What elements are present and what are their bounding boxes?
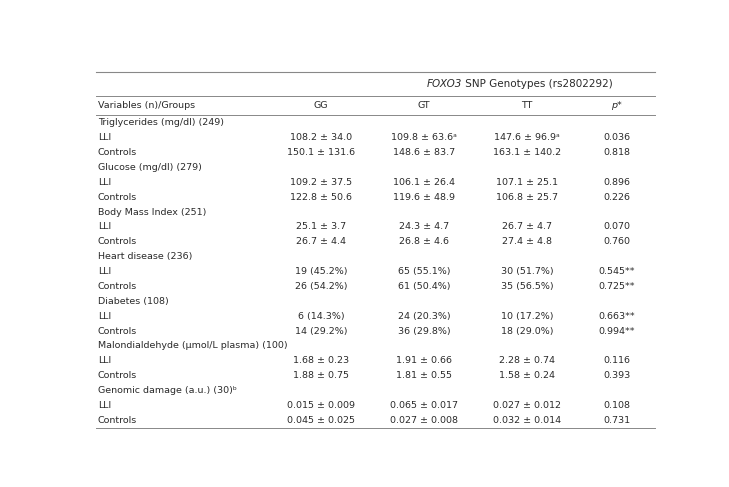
Text: 147.6 ± 96.9ᵃ: 147.6 ± 96.9ᵃ — [494, 133, 560, 142]
Text: 106.8 ± 25.7: 106.8 ± 25.7 — [496, 193, 558, 202]
Text: Heart disease (236): Heart disease (236) — [98, 252, 192, 261]
Text: 1.81 ± 0.55: 1.81 ± 0.55 — [396, 371, 452, 380]
Text: LLI: LLI — [98, 312, 111, 321]
Text: LLI: LLI — [98, 356, 111, 365]
Text: 0.036: 0.036 — [603, 133, 631, 142]
Text: LLI: LLI — [98, 401, 111, 410]
Text: SNP Genotypes (rs2802292): SNP Genotypes (rs2802292) — [462, 79, 613, 89]
Text: 61 (50.4%): 61 (50.4%) — [397, 282, 450, 291]
Text: Body Mass Index (251): Body Mass Index (251) — [98, 207, 206, 217]
Text: 1.68 ± 0.23: 1.68 ± 0.23 — [293, 356, 349, 365]
Text: 26 (54.2%): 26 (54.2%) — [295, 282, 347, 291]
Text: TT: TT — [521, 101, 533, 110]
Text: 35 (56.5%): 35 (56.5%) — [501, 282, 553, 291]
Text: 65 (55.1%): 65 (55.1%) — [397, 267, 450, 276]
Text: Variables (n)/Groups: Variables (n)/Groups — [98, 101, 195, 110]
Text: 0.065 ± 0.017: 0.065 ± 0.017 — [390, 401, 458, 410]
Text: 26.7 ± 4.4: 26.7 ± 4.4 — [296, 237, 346, 246]
Text: 106.1 ± 26.4: 106.1 ± 26.4 — [393, 178, 455, 187]
Text: 2.28 ± 0.74: 2.28 ± 0.74 — [499, 356, 555, 365]
Text: 107.1 ± 25.1: 107.1 ± 25.1 — [496, 178, 558, 187]
Text: 27.4 ± 4.8: 27.4 ± 4.8 — [502, 237, 552, 246]
Text: 24 (20.3%): 24 (20.3%) — [397, 312, 451, 321]
Text: LLI: LLI — [98, 178, 111, 187]
Text: GT: GT — [418, 101, 430, 110]
Text: 0.108: 0.108 — [603, 401, 630, 410]
Text: Glucose (mg/dl) (279): Glucose (mg/dl) (279) — [98, 163, 202, 172]
Text: 0.027 ± 0.012: 0.027 ± 0.012 — [493, 401, 561, 410]
Text: 6 (14.3%): 6 (14.3%) — [297, 312, 344, 321]
Text: 119.6 ± 48.9: 119.6 ± 48.9 — [393, 193, 455, 202]
Text: 0.663**: 0.663** — [599, 312, 635, 321]
Text: Controls: Controls — [98, 282, 137, 291]
Text: 18 (29.0%): 18 (29.0%) — [501, 327, 553, 336]
Text: 36 (29.8%): 36 (29.8%) — [397, 327, 451, 336]
Text: Controls: Controls — [98, 371, 137, 380]
Text: 10 (17.2%): 10 (17.2%) — [501, 312, 553, 321]
Text: 0.818: 0.818 — [603, 148, 630, 157]
Text: 109.2 ± 37.5: 109.2 ± 37.5 — [290, 178, 352, 187]
Text: 148.6 ± 83.7: 148.6 ± 83.7 — [393, 148, 455, 157]
Text: 163.1 ± 140.2: 163.1 ± 140.2 — [493, 148, 561, 157]
Text: Controls: Controls — [98, 148, 137, 157]
Text: Malondialdehyde (μmol/L plasma) (100): Malondialdehyde (μmol/L plasma) (100) — [98, 341, 287, 351]
Text: LLI: LLI — [98, 133, 111, 142]
Text: 0.045 ± 0.025: 0.045 ± 0.025 — [286, 416, 355, 425]
Text: 0.116: 0.116 — [603, 356, 630, 365]
Text: 19 (45.2%): 19 (45.2%) — [295, 267, 347, 276]
Text: Controls: Controls — [98, 327, 137, 336]
Text: 1.58 ± 0.24: 1.58 ± 0.24 — [499, 371, 555, 380]
Text: 24.3 ± 4.7: 24.3 ± 4.7 — [399, 223, 449, 231]
Text: 0.070: 0.070 — [603, 223, 630, 231]
Text: 108.2 ± 34.0: 108.2 ± 34.0 — [290, 133, 352, 142]
Text: 26.8 ± 4.6: 26.8 ± 4.6 — [399, 237, 449, 246]
Text: Controls: Controls — [98, 193, 137, 202]
Text: 26.7 ± 4.7: 26.7 ± 4.7 — [502, 223, 552, 231]
Text: 25.1 ± 3.7: 25.1 ± 3.7 — [296, 223, 346, 231]
Text: 0.032 ± 0.014: 0.032 ± 0.014 — [493, 416, 561, 425]
Text: 0.027 ± 0.008: 0.027 ± 0.008 — [390, 416, 458, 425]
Text: LLI: LLI — [98, 223, 111, 231]
Text: 0.725**: 0.725** — [599, 282, 635, 291]
Text: 0.015 ± 0.009: 0.015 ± 0.009 — [286, 401, 355, 410]
Text: GG: GG — [313, 101, 328, 110]
Text: LLI: LLI — [98, 267, 111, 276]
Text: 150.1 ± 131.6: 150.1 ± 131.6 — [286, 148, 355, 157]
Text: 1.91 ± 0.66: 1.91 ± 0.66 — [396, 356, 452, 365]
Text: 0.545**: 0.545** — [599, 267, 635, 276]
Text: 0.760: 0.760 — [603, 237, 630, 246]
Text: FOXO3: FOXO3 — [426, 79, 462, 89]
Text: 109.8 ± 63.6ᵃ: 109.8 ± 63.6ᵃ — [391, 133, 457, 142]
Text: 0.731: 0.731 — [603, 416, 631, 425]
Text: 0.994**: 0.994** — [599, 327, 635, 336]
Text: 14 (29.2%): 14 (29.2%) — [295, 327, 347, 336]
Text: Controls: Controls — [98, 416, 137, 425]
Text: 122.8 ± 50.6: 122.8 ± 50.6 — [290, 193, 352, 202]
Text: Controls: Controls — [98, 237, 137, 246]
Text: 0.896: 0.896 — [603, 178, 630, 187]
Text: Diabetes (108): Diabetes (108) — [98, 297, 168, 306]
Text: 0.393: 0.393 — [603, 371, 631, 380]
Text: 1.88 ± 0.75: 1.88 ± 0.75 — [293, 371, 349, 380]
Text: 0.226: 0.226 — [603, 193, 630, 202]
Text: Genomic damage (a.u.) (30)ᵇ: Genomic damage (a.u.) (30)ᵇ — [98, 386, 237, 395]
Text: p*: p* — [612, 101, 622, 110]
Text: Triglycerides (mg/dl) (249): Triglycerides (mg/dl) (249) — [98, 118, 224, 128]
Text: 30 (51.7%): 30 (51.7%) — [501, 267, 553, 276]
